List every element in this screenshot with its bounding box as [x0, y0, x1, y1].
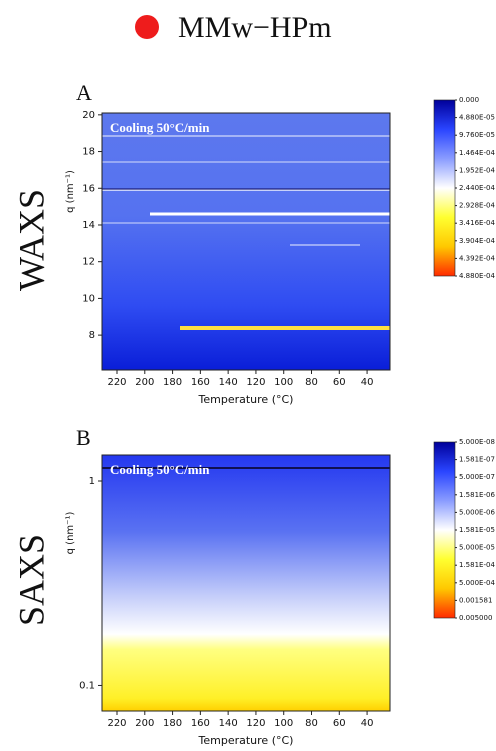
y-tick-label: 8 [89, 330, 95, 341]
colorbar-tick-label: 0.005000 [459, 614, 492, 622]
colorbar-tick-label: 0.001581 [459, 596, 492, 604]
x-tick-label: 180 [163, 377, 182, 388]
legend-marker [135, 15, 159, 39]
panel-letter: A [76, 80, 92, 105]
x-tick-label: 60 [333, 718, 346, 729]
y-tick-label: 10 [82, 293, 95, 304]
y-tick-label: 20 [82, 110, 95, 121]
colorbar-tick-label: 2.440E-04 [459, 184, 495, 192]
panel [102, 113, 390, 370]
heatmap [102, 113, 390, 370]
colorbar-tick-label: 2.928E-04 [459, 202, 495, 210]
annotation: Cooling 50°C/min [110, 462, 210, 477]
y-tick-label: 16 [82, 183, 95, 194]
x-axis-title: Temperature (°C) [198, 734, 294, 747]
colorbar-tick-label: 5.000E-05 [459, 544, 495, 552]
x-tick-label: 140 [219, 718, 238, 729]
y-tick-label: 12 [82, 257, 95, 268]
x-tick-label: 60 [333, 377, 346, 388]
colorbar-tick-label: 0.000 [459, 96, 479, 104]
colorbar-tick-label: 1.952E-04 [459, 166, 495, 174]
heatmap [102, 455, 390, 711]
colorbar-tick-label: 4.880E-04 [459, 272, 495, 280]
x-axis-title: Temperature (°C) [198, 393, 294, 406]
colorbar-tick-label: 5.000E-08 [459, 438, 495, 446]
x-tick-label: 100 [274, 377, 293, 388]
x-tick-label: 220 [107, 718, 126, 729]
colorbar-tick-label: 1.464E-04 [459, 149, 495, 157]
plot-frame [101, 454, 391, 712]
y-tick-label: 0.1 [79, 680, 95, 691]
colorbar-tick-label: 4.392E-04 [459, 254, 495, 262]
colorbar-tick-label: 3.904E-04 [459, 237, 495, 245]
colorbar-tick-label: 1.581E-04 [459, 561, 495, 569]
colorbar-tick-label: 9.760E-05 [459, 131, 495, 139]
x-tick-label: 200 [135, 718, 154, 729]
x-tick-label: 180 [163, 718, 182, 729]
x-tick-label: 160 [191, 718, 210, 729]
x-tick-label: 40 [361, 718, 374, 729]
plot-frame [101, 112, 391, 371]
y-tick-label: 1 [89, 476, 95, 487]
x-tick-label: 80 [305, 718, 318, 729]
heatmap-streaks [102, 135, 390, 330]
y-tick-label: 18 [82, 147, 95, 158]
annotation: Cooling 50°C/min [110, 120, 210, 135]
x-tick-label: 140 [219, 377, 238, 388]
y-tick-label: 14 [82, 220, 95, 231]
colorbar [433, 99, 456, 277]
colorbar-tick-label: 5.000E-07 [459, 473, 495, 481]
panel [102, 455, 390, 711]
side-label: WAXS [11, 189, 51, 291]
side-label: SAXS [11, 534, 51, 626]
colorbar [433, 441, 456, 619]
colorbar-tick-label: 1.581E-07 [459, 456, 495, 464]
x-tick-label: 80 [305, 377, 318, 388]
x-tick-label: 100 [274, 718, 293, 729]
colorbar-tick-label: 1.581E-05 [459, 526, 495, 534]
colorbar-tick-label: 1.581E-06 [459, 491, 495, 499]
x-tick-label: 220 [107, 377, 126, 388]
colorbar-tick-label: 5.000E-04 [459, 579, 495, 587]
y-axis-title: q (nm⁻¹) [65, 170, 76, 213]
y-axis-title: q (nm⁻¹) [65, 512, 76, 555]
x-tick-label: 120 [246, 718, 265, 729]
legend-label: MMw−HPm [178, 11, 332, 44]
panel-letter: B [76, 425, 91, 450]
x-tick-label: 160 [191, 377, 210, 388]
x-tick-label: 120 [246, 377, 265, 388]
colorbar-tick-label: 3.416E-04 [459, 219, 495, 227]
x-tick-label: 40 [361, 377, 374, 388]
colorbar-tick-label: 4.880E-05 [459, 114, 495, 122]
colorbar-tick-label: 5.000E-06 [459, 508, 495, 516]
x-tick-label: 200 [135, 377, 154, 388]
